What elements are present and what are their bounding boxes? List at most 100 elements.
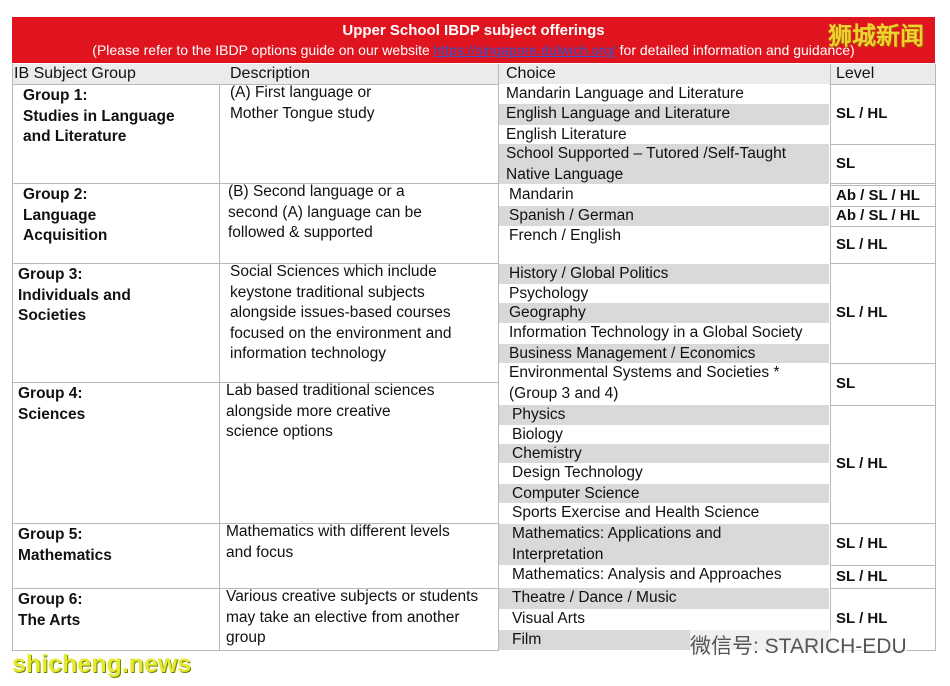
watermark: shicheng.news — [12, 650, 192, 678]
level: SL / HL — [836, 567, 888, 585]
subtitle-text: (Please refer to the IBDP options guide … — [92, 42, 430, 58]
border — [830, 565, 936, 566]
border — [830, 263, 936, 264]
choice-cell — [499, 323, 829, 344]
border — [830, 226, 936, 227]
choice: History / Global Politics — [509, 265, 669, 282]
level: SL / HL — [836, 304, 888, 321]
level: Ab / SL / HL — [836, 186, 920, 204]
header-subtitle: (Please refer to the IBDP options guide … — [12, 42, 935, 58]
choice-cell — [499, 284, 829, 303]
choice-cell — [499, 303, 829, 323]
choice: Spanish / German — [509, 207, 634, 224]
border — [935, 64, 936, 650]
website-link[interactable]: https://singapore.dulwich.org/ — [433, 42, 616, 58]
watermark: 狮城新闻 — [828, 23, 924, 50]
border — [830, 84, 936, 85]
description: (B) Second language or a — [228, 183, 405, 200]
choice-cell — [499, 609, 829, 630]
choice-cell — [499, 206, 829, 226]
border — [830, 588, 936, 589]
choice: Mandarin — [509, 186, 574, 203]
choice: Mandarin Language and Literature — [506, 85, 744, 102]
choice: Visual Arts — [512, 610, 585, 627]
choice-cell — [499, 405, 829, 425]
border — [12, 523, 499, 524]
choice-cell — [499, 344, 829, 363]
choice: Film — [512, 631, 542, 648]
choice: Computer Science — [512, 485, 640, 502]
level: SL / HL — [836, 455, 888, 472]
choice: Theatre / Dance / Music — [512, 589, 677, 606]
level: Ab / SL / HL — [836, 207, 920, 224]
column-header: IB Subject Group — [14, 65, 136, 82]
border — [830, 405, 936, 406]
group-name: Language — [23, 206, 97, 224]
border — [12, 183, 499, 184]
description: keystone traditional subjects — [230, 283, 425, 301]
group-name: Group 5: — [18, 526, 83, 543]
level: SL — [836, 375, 856, 392]
choice: Design Technology — [512, 464, 643, 481]
choice: French / English — [509, 227, 621, 244]
group-name: Group 1: — [23, 87, 88, 104]
level: SL / HL — [836, 105, 888, 122]
description: followed & supported — [228, 224, 373, 241]
choice-cell — [499, 588, 829, 609]
group-name: Group 6: — [18, 591, 83, 608]
header-row — [12, 64, 935, 85]
level: SL / HL — [836, 235, 888, 253]
group-name: Group 2: — [23, 186, 88, 203]
group-name: and Literature — [23, 128, 127, 145]
column-header: Level — [836, 65, 875, 82]
description: focused on the environment and — [230, 324, 452, 342]
choice-cell — [499, 503, 829, 523]
border — [830, 206, 936, 207]
border — [12, 650, 499, 651]
choice-cell — [499, 484, 829, 503]
choice: Native Language — [506, 165, 624, 183]
group-name: Sciences — [18, 405, 86, 423]
level: SL — [836, 154, 856, 172]
group-name: Group 3: — [18, 266, 83, 283]
description: alongside issues-based courses — [230, 304, 451, 321]
description: Various creative subjects or students — [226, 588, 479, 605]
choice: Mathematics: Applications and — [512, 525, 722, 542]
subtitle-text: for detailed information and guidance) — [619, 42, 855, 58]
description: Mother Tongue study — [230, 104, 375, 122]
group-name: Societies — [18, 307, 87, 324]
description: may take an elective from another — [226, 608, 460, 626]
choice: Chemistry — [512, 445, 582, 462]
description: Lab based traditional sciences — [226, 382, 435, 399]
border — [830, 363, 936, 364]
column-header: Choice — [506, 65, 556, 82]
choice-cell — [499, 425, 829, 444]
choice: Psychology — [509, 285, 589, 302]
choice-cell — [499, 363, 829, 405]
border — [12, 64, 13, 650]
border — [830, 523, 936, 524]
group-name: Individuals and — [18, 286, 131, 304]
choice: Biology — [512, 426, 563, 443]
choice-cell — [499, 144, 829, 184]
description: Mathematics with different levels — [226, 523, 450, 540]
choice-cell — [499, 444, 829, 463]
choice-cell — [499, 264, 829, 284]
header-title: Upper School IBDP subject offerings — [342, 22, 605, 39]
choice-cell — [499, 125, 829, 144]
group-name: The Arts — [18, 611, 81, 629]
header-bar — [12, 17, 935, 63]
choice: English Language and Literature — [506, 105, 731, 122]
level: SL / HL — [836, 610, 888, 627]
choice: Environmental Systems and Societies * — [509, 364, 780, 381]
description: (A) First language or — [230, 84, 372, 101]
choice: Sports Exercise and Health Science — [512, 504, 760, 521]
border — [12, 588, 499, 589]
choice: English Literature — [506, 126, 627, 143]
border — [498, 64, 499, 650]
watermark: 微信号: STARICH-EDU — [690, 630, 907, 660]
border — [830, 185, 936, 186]
description: Social Sciences which include — [230, 263, 437, 280]
description: and focus — [226, 543, 294, 561]
choice-cell — [499, 463, 829, 484]
